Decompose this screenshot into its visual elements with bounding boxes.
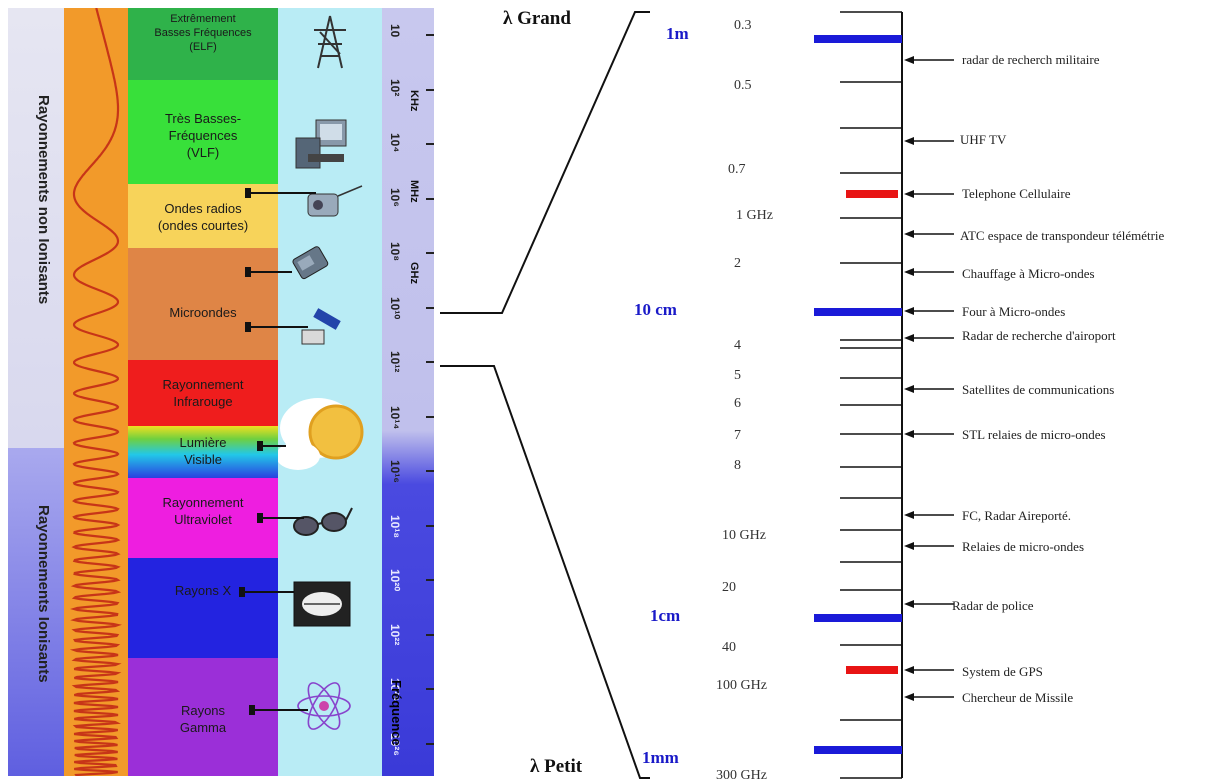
power-tower-icon <box>314 16 346 68</box>
zoom-connector <box>430 0 650 782</box>
frequency-axis-label: Fréquence <box>389 680 404 746</box>
frequency-tick-label: 10⁶ <box>388 188 402 207</box>
freq-value: 1 GHz <box>736 208 773 224</box>
unit-label-khz: KHz <box>408 90 420 111</box>
arrow-head <box>904 600 914 608</box>
freq-value: 2 <box>734 256 741 272</box>
xray-film-icon <box>294 582 350 626</box>
application-label: STL relaies de micro-ondes <box>962 427 1106 443</box>
application-label: Chercheur de Missile <box>962 690 1073 706</box>
application-label: ATC espace de transpondeur télémétrie <box>960 230 1200 242</box>
arrow-head <box>904 430 914 438</box>
band-label-vlf: Très Basses- Fréquences (VLF) <box>128 110 278 161</box>
arrow-head <box>904 693 914 701</box>
frequency-tick-label: 10²² <box>388 624 402 645</box>
ionizing-label: Rayonnements Ionisants <box>35 505 52 683</box>
radio-icon <box>308 186 362 216</box>
application-label: Chauffage à Micro-ondes <box>962 266 1095 282</box>
freq-value: 20 <box>722 580 736 596</box>
cell-phone-icon <box>292 246 329 280</box>
unit-label-ghz: GHz <box>408 262 420 284</box>
freq-value: 40 <box>722 640 736 656</box>
freq-value: 100 GHz <box>716 678 767 694</box>
band-label-radio: Ondes radios (ondes courtes) <box>128 200 278 234</box>
freq-value: 0.7 <box>728 162 746 178</box>
frequency-tick-label: 10⁸ <box>388 242 402 261</box>
application-label: UHF TV <box>960 132 1006 148</box>
frequency-tick-label: 10¹⁴ <box>388 406 402 429</box>
sun-icon <box>278 398 362 470</box>
wave-column <box>64 8 128 776</box>
unit-label-mhz: MHz <box>408 180 420 203</box>
computer-icon <box>296 120 346 168</box>
arrow-head <box>904 56 914 64</box>
freq-value: 0.5 <box>734 78 752 94</box>
lambda-large-label: λ Grand <box>503 8 571 30</box>
band-label-elf: Extrêmement Basses Fréquences (ELF) <box>128 12 278 54</box>
frequency-tick-label: 10 <box>388 24 402 37</box>
arrow-head <box>904 385 914 393</box>
sunglasses-icon <box>294 508 352 535</box>
frequency-tick-label: 10² <box>388 79 402 96</box>
application-label: radar de recherch militaire <box>962 52 1100 68</box>
band-label-infrared: Rayonnement Infrarouge <box>128 376 278 410</box>
application-label: Radar de recherche d'airoport <box>962 328 1116 344</box>
frequency-tick-label: 10¹⁸ <box>388 515 402 538</box>
arrow-head <box>904 334 914 342</box>
frequency-tick-label: 10⁴ <box>388 133 402 152</box>
arrow-head <box>904 230 914 238</box>
wavelength-label-1mm: 1mm <box>642 748 679 768</box>
arrow-head <box>904 137 914 145</box>
arrow-head <box>904 268 914 276</box>
arrow-head <box>904 511 914 519</box>
application-label: Telephone Cellulaire <box>962 186 1070 202</box>
lambda-small-label: λ Petit <box>530 756 582 778</box>
band-label-gamma: Rayons Gamma <box>128 702 278 736</box>
application-label: FC, Radar Aireporté. <box>962 508 1071 524</box>
band-label-microwave: Microondes <box>128 304 278 321</box>
arrow-head <box>904 190 914 198</box>
band-label-visible: Lumière Visible <box>128 434 278 468</box>
icon-layer <box>278 8 382 776</box>
wavelength-wave <box>64 8 128 776</box>
application-label: System de GPS <box>962 664 1043 680</box>
wavelength-label-1cm: 1cm <box>650 606 680 626</box>
arrow-head <box>904 542 914 550</box>
wavelength-label-1m: 1m <box>666 24 689 44</box>
freq-value: 6 <box>734 396 741 412</box>
band-xray <box>128 558 278 658</box>
application-label: Relaies de micro-ondes <box>962 539 1084 555</box>
atom-icon <box>298 678 350 733</box>
application-label: Satellites de communications <box>962 382 1114 398</box>
wavelength-label-10cm: 10 cm <box>634 300 677 320</box>
arrow-head <box>904 307 914 315</box>
application-label: Four à Micro-ondes <box>962 304 1065 320</box>
frequency-tick-label: 10¹⁶ <box>388 460 402 483</box>
band-label-ultraviolet: Rayonnement Ultraviolet <box>128 494 278 528</box>
freq-value: 5 <box>734 368 741 384</box>
non-ionizing-label: Rayonnements non Ionisants <box>35 95 52 304</box>
freq-value: 10 GHz <box>722 528 766 544</box>
frequency-tick-label: 10¹² <box>388 351 402 372</box>
freq-value: 8 <box>734 458 741 474</box>
application-label: Radar de police <box>952 598 1034 614</box>
frequency-tick-label: 10¹⁰ <box>388 297 402 319</box>
frequency-column <box>382 8 434 776</box>
arrow-head <box>904 666 914 674</box>
freq-value: 7 <box>734 428 741 444</box>
freq-value: 4 <box>734 338 741 354</box>
band-label-xray: Rayons X <box>128 582 278 599</box>
frequency-tick-label: 10²⁰ <box>388 569 402 591</box>
freq-value: 0.3 <box>734 18 752 34</box>
satellite-icon <box>302 308 341 344</box>
